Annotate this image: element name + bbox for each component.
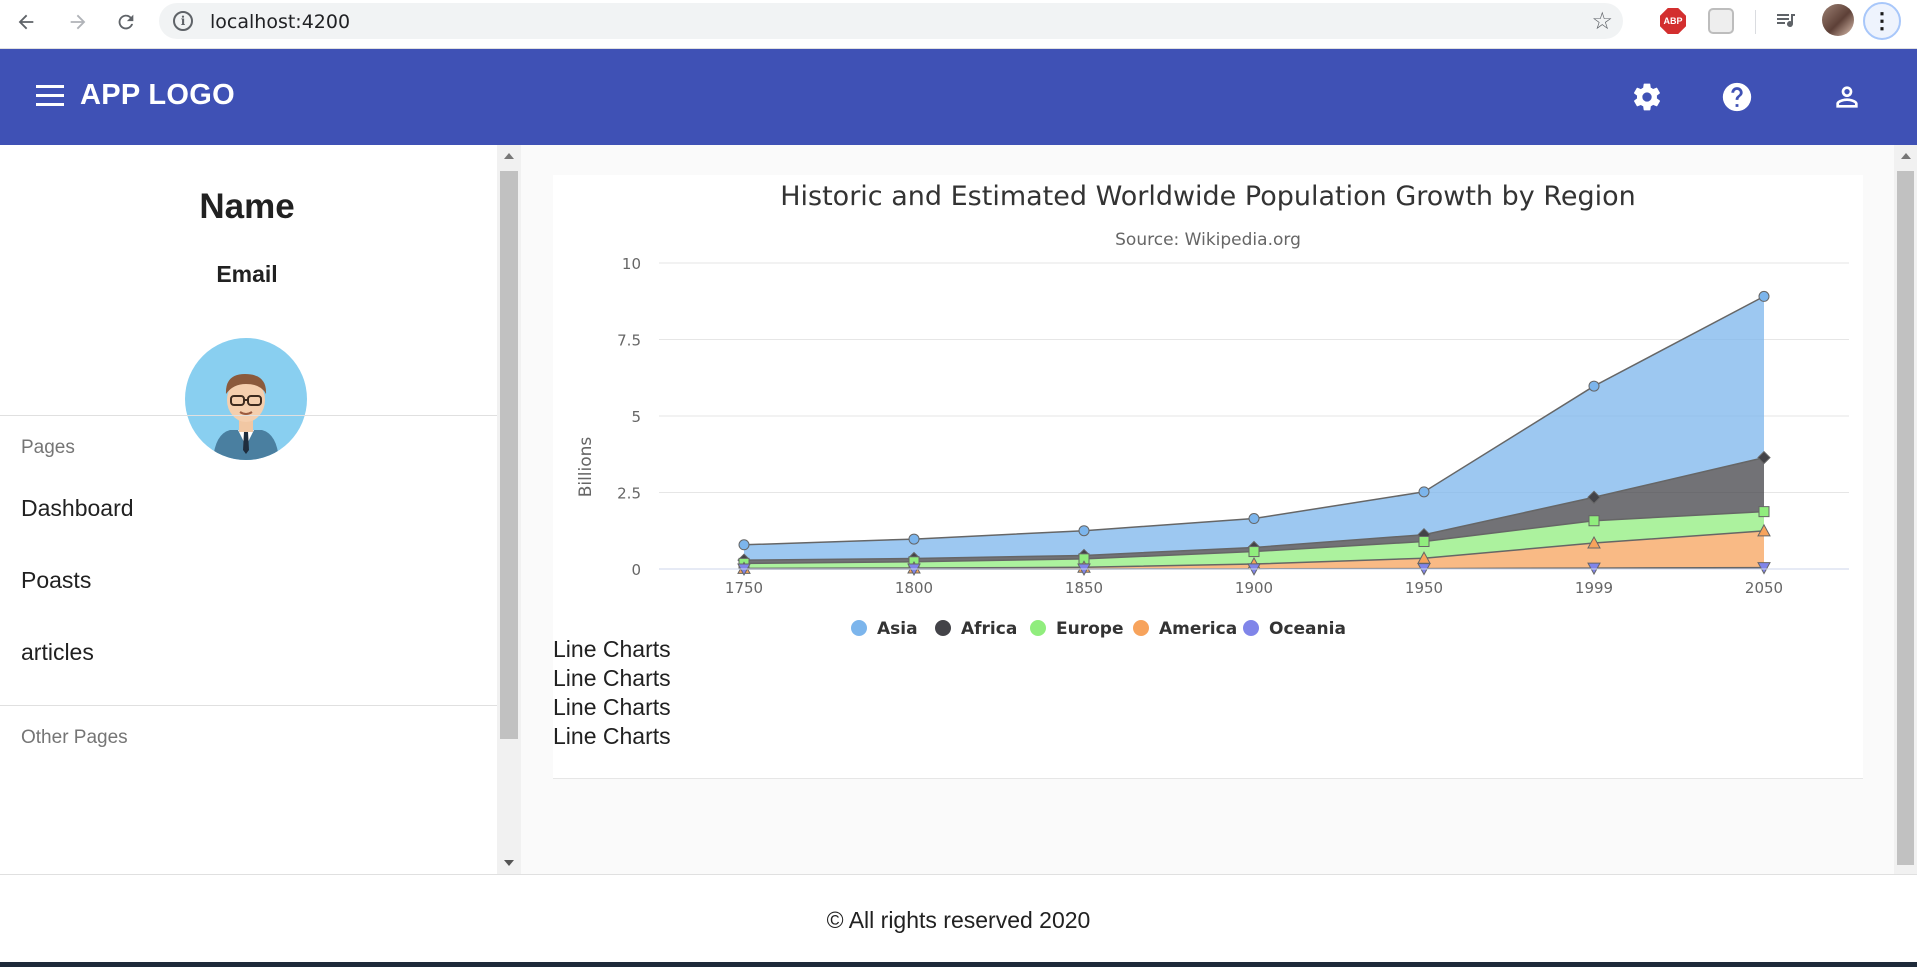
menu-icon[interactable] [36,85,64,107]
x-tick-label: 1900 [1235,579,1273,597]
x-tick-label: 1950 [1405,579,1443,597]
pocket-icon[interactable] [1708,8,1734,34]
footer: © All rights reserved 2020 [0,874,1917,962]
info-icon[interactable]: i [173,11,193,31]
back-icon[interactable] [10,6,42,38]
url-text[interactable]: localhost:4200 [210,11,351,33]
data-point-africa [1757,450,1771,465]
data-point-europe [1248,546,1260,558]
legend-label-europe: Europe [1056,619,1123,639]
legend-marker-asia [851,620,867,636]
divider [0,705,497,706]
data-point-asia [1418,486,1430,498]
data-point-asia [1078,525,1090,537]
marker-layer [737,290,1771,576]
nav-item-dashboard[interactable]: Dashboard [21,495,134,521]
bookmark-star-icon[interactable]: ☆ [1591,8,1613,35]
area-asia [744,296,1764,561]
account-icon[interactable] [1829,79,1865,115]
avatar[interactable] [185,338,307,460]
data-point-asia [1588,380,1600,392]
data-point-europe [1418,535,1430,547]
scroll-up-icon[interactable] [1901,153,1911,159]
menu-icon[interactable]: ⋮ [1863,2,1901,40]
main-scrollbar[interactable] [1894,145,1917,874]
data-point-asia [738,539,750,551]
help-icon[interactable] [1719,79,1755,115]
y-tick-label: 5 [631,408,641,426]
line-charts-text: Line Charts [553,665,671,691]
data-point-america [1757,523,1771,537]
legend-marker-europe [1030,620,1046,636]
legend-marker-africa [935,620,951,636]
legend-label-asia: Asia [877,619,918,639]
y-tick-label: 10 [622,255,641,273]
forward-icon[interactable] [62,6,94,38]
section-title-pages: Pages [21,437,75,458]
legend-label-africa: Africa [961,619,1017,639]
app-toolbar: APP LOGO [0,49,1917,145]
scroll-up-icon[interactable] [504,153,514,159]
data-point-america [1587,536,1601,549]
area-america [744,530,1764,569]
profile-name: Name [199,187,295,226]
profile-email: Email [216,261,278,287]
area-africa [744,457,1764,564]
legend-marker-america [1133,620,1149,636]
x-tick-label: 1800 [895,579,933,597]
main-content: Historic and Estimated Worldwide Populat… [521,145,1894,874]
address-bar[interactable]: i localhost:4200 ☆ [159,3,1623,39]
x-tick-label: 1850 [1065,579,1103,597]
reload-icon[interactable] [110,6,142,38]
y-axis-label: Billions [576,437,596,498]
legend-label-america: America [1159,619,1237,639]
legend-label-oceania: Oceania [1269,619,1346,639]
chart-legend: Asia Africa Europe America Oceania [851,619,1346,639]
x-tick-label: 2050 [1745,579,1783,597]
browser-toolbar: i localhost:4200 ☆ ABP ⋮ [0,0,1917,49]
media-icon[interactable] [1774,8,1798,38]
scrollbar-thumb[interactable] [500,171,518,739]
sidebar: Name Email Pages Dashboard Poasts articl… [0,145,497,874]
axis-layer: 0 2.5 5 7.5 10 1750 1800 1850 1900 1950 1999 2050 [617,255,1849,597]
line-charts-text: Line Charts [553,723,671,749]
section-title-other-pages: Other Pages [21,727,128,748]
scrollbar-thumb[interactable] [1897,171,1914,865]
y-tick-label: 7.5 [617,332,641,350]
os-taskbar [0,962,1917,967]
x-tick-label: 1750 [725,579,763,597]
divider [0,415,497,416]
line-charts-text: Line Charts [553,636,671,662]
data-point-asia [1758,290,1770,302]
data-point-asia [1248,513,1260,525]
data-point-africa [1587,490,1601,504]
area-layer [743,295,1765,570]
adblock-icon[interactable]: ABP [1660,8,1686,34]
data-point-oceania [1757,562,1771,575]
footer-copyright: © All rights reserved 2020 [826,907,1091,933]
data-point-asia [908,533,920,545]
sidebar-scrollbar[interactable] [497,145,521,874]
data-point-europe [1588,515,1600,527]
y-tick-label: 2.5 [617,485,641,503]
scroll-down-icon[interactable] [504,860,514,866]
y-tick-label: 0 [631,561,641,579]
toolbar-divider [1755,10,1756,34]
legend-marker-oceania [1243,620,1259,636]
chart-card: Historic and Estimated Worldwide Populat… [553,175,1863,779]
nav-item-articles[interactable]: articles [21,639,94,665]
x-tick-label: 1999 [1575,579,1613,597]
data-point-europe [1758,506,1770,518]
settings-icon[interactable] [1629,79,1665,115]
app-logo[interactable]: APP LOGO [80,79,235,111]
profile-avatar[interactable] [1822,4,1854,36]
chart-title: Historic and Estimated Worldwide Populat… [780,181,1636,212]
nav-item-poasts[interactable]: Poasts [21,567,92,593]
line-charts-text: Line Charts [553,694,671,720]
chart-subtitle: Source: Wikipedia.org [1115,230,1301,250]
population-area-chart: Historic and Estimated Worldwide Populat… [576,181,1849,639]
